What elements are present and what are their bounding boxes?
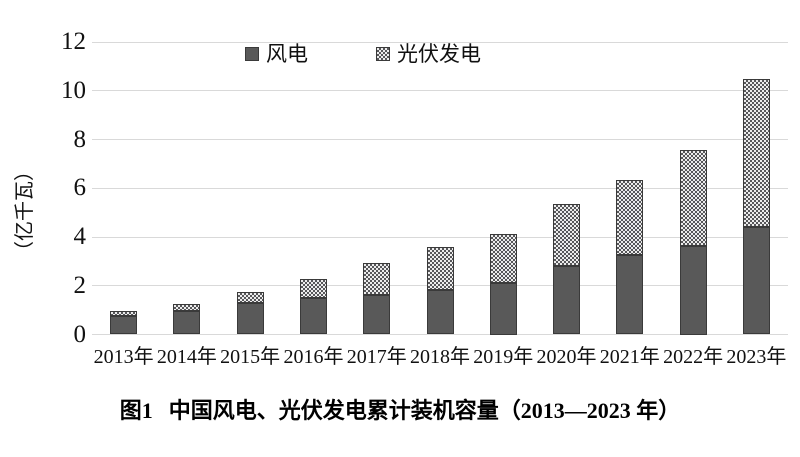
y-tick-label-10: 10: [61, 76, 86, 104]
wind-legend-label: 风电: [266, 42, 308, 66]
plot-area: （亿千瓦） 风电 光伏发电 0 2 4 6 8 10 12 2013年 2014年 2015年 20…: [14, 28, 788, 368]
x-axis-label-2015年: 2015年: [220, 346, 281, 368]
x-axis-label-2017年: 2017年: [346, 346, 407, 368]
x-axis-label-2018年: 2018年: [409, 346, 470, 368]
y-tick-label-12: 12: [61, 28, 86, 55]
bar-segment-solar-2014年: [173, 304, 201, 312]
x-axis-label-2022年: 2022年: [663, 346, 724, 368]
gridline-y-6: [92, 187, 788, 189]
x-axis-label-2016年: 2016年: [283, 346, 344, 368]
x-axis-label-2013年: 2013年: [93, 346, 154, 368]
legend-item-solar: 光伏发电: [376, 43, 481, 65]
bar-segment-solar-2015年: [236, 292, 264, 303]
bar-segment-solar-2021年: [616, 179, 644, 255]
legend-item-wind: 风电: [245, 43, 308, 65]
figure-caption-title: 中国风电、光伏发电累计装机容量（2013—2023 年）: [168, 398, 681, 423]
x-axis-label-2014年: 2014年: [156, 346, 217, 368]
x-axis-label-2020年: 2020年: [536, 346, 597, 368]
y-tick-label-6: 6: [73, 174, 87, 202]
figure-caption-number: 图1: [119, 398, 153, 423]
bar-segment-solar-2023年: [742, 78, 770, 227]
bar-segment-wind-2019年: [489, 283, 517, 335]
gridline-y-0: [92, 334, 788, 335]
bar-segment-wind-2022年: [679, 245, 707, 335]
bar-segment-solar-2018年: [426, 247, 454, 290]
bar-segment-solar-2017年: [363, 262, 391, 295]
solar-legend-label: 光伏发电: [397, 42, 481, 66]
y-tick-label-0: 0: [73, 320, 87, 348]
bar-segment-solar-2020年: [553, 204, 581, 266]
gridline-y-10: [92, 90, 788, 92]
legend: 风电 光伏发电: [245, 43, 481, 65]
gridline-y-4: [92, 236, 788, 238]
bar-segment-wind-2013年: [110, 315, 138, 335]
gridline-y-8: [92, 139, 788, 140]
bar-segment-wind-2023年: [742, 227, 770, 335]
y-tick-label-2: 2: [73, 271, 87, 299]
bar-segment-wind-2016年: [299, 298, 327, 335]
x-axis-label-2023年: 2023年: [726, 346, 787, 368]
y-tick-label-8: 8: [73, 125, 87, 153]
bar-segment-solar-2022年: [679, 149, 707, 246]
bar-segment-wind-2017年: [363, 294, 391, 335]
y-tick-label-4: 4: [73, 223, 87, 250]
y-axis-title: （亿千瓦）: [14, 161, 36, 261]
bar-segment-wind-2020年: [553, 266, 581, 335]
bar-segment-wind-2014年: [173, 311, 201, 335]
x-axis-label-2019年: 2019年: [473, 346, 534, 368]
bar-segment-wind-2021年: [616, 254, 644, 335]
bar-segment-solar-2013年: [110, 311, 138, 316]
solar-legend-swatch-icon: [376, 47, 390, 61]
bar-segment-wind-2015年: [236, 302, 264, 335]
wind-legend-swatch-icon: [245, 47, 259, 61]
x-axis-label-2021年: 2021年: [599, 346, 660, 368]
figure-caption: 图1 中国风电、光伏发电累计装机容量（2013—2023 年）: [0, 396, 800, 426]
bar-segment-wind-2018年: [426, 289, 454, 335]
bar-segment-solar-2016年: [299, 279, 327, 299]
bar-segment-solar-2019年: [489, 233, 517, 284]
gridline-y-12: [92, 41, 788, 43]
